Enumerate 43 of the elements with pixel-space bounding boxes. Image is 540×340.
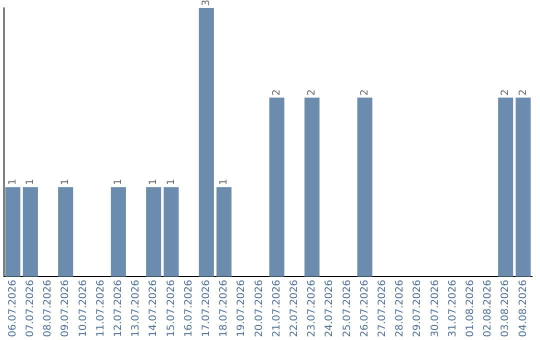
data-label: 1 xyxy=(7,178,18,186)
data-label: 1 xyxy=(148,178,160,186)
x-tick-label: 18.07.2026 xyxy=(218,280,230,338)
x-tick-label: 17.07.2026 xyxy=(200,280,212,338)
x-tick-label: 29.07.2026 xyxy=(412,280,424,338)
x-tick-label: 11.07.2026 xyxy=(95,280,106,338)
x-tick-label: 16.07.2026 xyxy=(183,280,194,338)
x-tick-label: 07.07.2026 xyxy=(24,280,36,338)
x-tick-label: 25.07.2026 xyxy=(342,280,353,338)
data-label: 3 xyxy=(200,0,212,6)
x-tick-label: 13.07.2026 xyxy=(130,280,142,338)
x-tick-label: 09.07.2026 xyxy=(60,280,72,338)
x-tick-label: 21.07.2026 xyxy=(271,280,282,338)
data-label: 2 xyxy=(500,89,512,96)
x-tick-label: 31.07.2026 xyxy=(447,280,458,338)
data-label: 2 xyxy=(359,89,370,96)
x-tick-label: 03.08.2026 xyxy=(500,280,512,338)
data-label: 1 xyxy=(166,178,177,186)
data-label: 2 xyxy=(518,89,529,96)
x-tick-label: 24.07.2026 xyxy=(324,280,336,338)
x-tick-label: 22.07.2026 xyxy=(288,280,300,338)
x-tick-label: 26.07.2026 xyxy=(359,280,370,338)
x-tick-label: 06.07.2026 xyxy=(7,280,18,338)
data-label: 1 xyxy=(218,178,230,186)
x-tick-label: 04.08.2026 xyxy=(518,280,529,338)
x-tick-label: 15.07.2026 xyxy=(166,280,177,338)
x-tick-label: 10.07.2026 xyxy=(78,280,89,338)
data-label: 1 xyxy=(112,178,124,186)
x-tick-label: 01.08.2026 xyxy=(464,280,476,338)
data-label: 2 xyxy=(271,89,282,96)
x-tick-label: 23.07.2026 xyxy=(306,280,318,338)
x-tick-label: 27.07.2026 xyxy=(376,280,388,338)
data-label: 1 xyxy=(60,178,72,186)
x-tick-label: 28.07.2026 xyxy=(394,280,406,338)
x-tick-label: 08.07.2026 xyxy=(42,280,54,338)
data-label: 2 xyxy=(306,89,318,96)
x-tick-label: 20.07.2026 xyxy=(254,280,265,338)
x-tick-label: 14.07.2026 xyxy=(148,280,160,338)
x-tick-label: 30.07.2026 xyxy=(430,280,441,338)
x-tick-label: 02.08.2026 xyxy=(482,280,494,338)
data-label: 1 xyxy=(24,178,36,186)
x-tick-label: 19.07.2026 xyxy=(236,280,248,338)
x-tick-label: 12.07.2026 xyxy=(112,280,124,338)
